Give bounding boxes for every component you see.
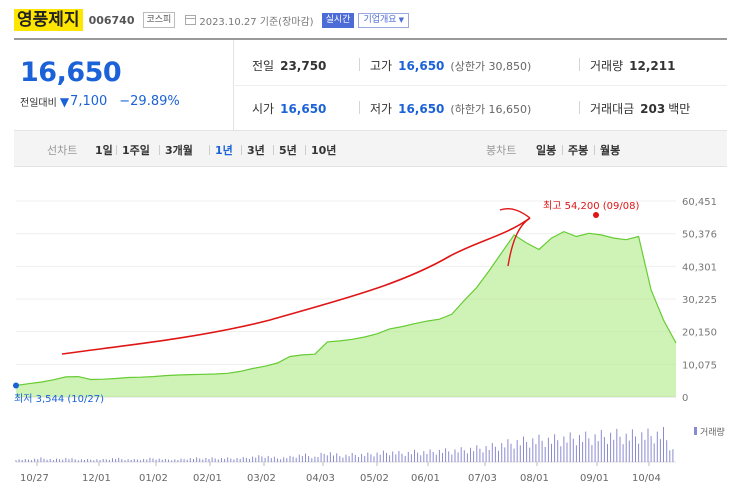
low-label: 저가: [370, 102, 393, 116]
candle-weekly[interactable]: 주봉: [568, 144, 589, 157]
high-value: 16,650: [398, 59, 445, 73]
stat-high: 고가 16,650 (상한가 30,850): [370, 57, 531, 74]
y-tick-label: 0: [682, 393, 688, 404]
x-tick-label: 06/01: [411, 473, 440, 484]
divider: [359, 101, 360, 114]
x-axis-labels: 10/27 12/01 01/02 02/01 03/02 04/03 05/02 06/01…: [20, 462, 661, 484]
y-tick-label: 40,301: [682, 262, 717, 273]
period-1y[interactable]: 1년: [215, 144, 233, 157]
price-cell: 16,650 전일대비 ▼ 7,100 −29.89%: [14, 40, 234, 130]
stat-prev-close: 전일 23,750: [252, 57, 326, 74]
divider: [241, 145, 242, 155]
y-tick-label: 30,225: [682, 295, 717, 306]
y-axis-labels: 60,451 50,376 40,301 30,225 20,150 10,075 0: [682, 197, 717, 404]
max-marker: [593, 212, 599, 218]
calendar-icon: [185, 15, 197, 25]
candle-daily[interactable]: 일봉: [536, 144, 557, 157]
candle-monthly[interactable]: 월봉: [600, 144, 621, 157]
x-tick-label: 01/02: [139, 473, 168, 484]
candle-chart-label: 봉차트: [486, 144, 517, 157]
quote-panel: 16,650 전일대비 ▼ 7,100 −29.89% 전일 23,750 고가…: [14, 38, 727, 167]
chevron-down-icon: ▼: [398, 15, 404, 24]
x-tick-label: 03/02: [247, 473, 276, 484]
company-overview-dropdown[interactable]: 기업개요 ▼: [358, 12, 409, 28]
amount-unit: 백만: [668, 102, 691, 116]
min-marker: [13, 382, 19, 389]
current-price: 16,650: [20, 57, 122, 88]
divider: [579, 101, 580, 114]
change-label: 전일대비: [20, 98, 57, 109]
lower-limit: (하한가 16,650): [450, 103, 532, 116]
change-percent: −29.89%: [119, 94, 180, 109]
x-tick-label: 08/01: [520, 473, 549, 484]
divider: [594, 145, 595, 155]
amount-value: 203: [640, 102, 666, 116]
annotation-trend-line: [61, 217, 531, 355]
x-tick-label: 02/01: [193, 473, 222, 484]
open-value: 16,650: [280, 102, 327, 116]
stat-open: 시가 16,650: [252, 100, 326, 117]
quote-date: 2023.10.27 기준(장마감): [199, 16, 314, 28]
annotation-arrow: [499, 208, 531, 267]
divider: [235, 85, 727, 86]
volume-label: 거래량: [590, 59, 624, 73]
stat-amount: 거래대금 203 백만: [590, 100, 690, 117]
stock-header: 영풍제지 006740 코스피 2023.10.27 기준(장마감) 실시간 기…: [14, 8, 409, 32]
period-bar: 선차트 1일 1주일 3개월 1년 3년 5년 10년 봉차트 일봉 주봉 월봉: [14, 130, 727, 167]
price-change: 전일대비 ▼ 7,100 −29.89%: [20, 94, 180, 109]
x-tick-label: 10/27: [20, 473, 49, 484]
x-tick-label: 12/01: [82, 473, 111, 484]
y-tick-label: 20,150: [682, 328, 717, 339]
change-value: 7,100: [70, 94, 108, 109]
period-5y[interactable]: 5년: [279, 144, 297, 157]
max-label: 최고 54,200 (09/08): [543, 200, 639, 212]
prev-close-value: 23,750: [280, 59, 327, 73]
divider: [273, 145, 274, 155]
divider: [209, 145, 210, 155]
price-chart[interactable]: 60,451 50,376 40,301 30,225 20,150 10,075 0 최고…: [0, 170, 743, 489]
line-chart-label: 선차트: [47, 144, 78, 157]
period-1d[interactable]: 1일: [95, 144, 113, 157]
volume-bars: 거래량: [15, 426, 725, 463]
x-tick-label: 04/03: [306, 473, 335, 484]
divider: [562, 145, 563, 155]
period-3m[interactable]: 3개월: [165, 144, 193, 157]
price-line: [15, 230, 677, 387]
volume-legend-swatch: [694, 427, 697, 435]
min-label: 최저 3,544 (10/27): [14, 393, 104, 405]
market-badge: 코스피: [142, 12, 176, 28]
chart-markers: 최고 54,200 (09/08) 최저 3,544 (10/27): [13, 200, 639, 405]
stock-name: 영풍제지: [14, 9, 83, 31]
x-tick-label: 09/01: [580, 473, 609, 484]
y-tick-label: 60,451: [682, 197, 717, 208]
divider: [305, 145, 306, 155]
amount-label: 거래대금: [590, 102, 635, 116]
prev-close-label: 전일: [252, 59, 275, 73]
x-tick-label: 05/02: [360, 473, 389, 484]
period-10y[interactable]: 10년: [311, 144, 337, 157]
y-tick-label: 50,376: [682, 230, 717, 241]
stat-volume: 거래량 12,211: [590, 57, 675, 74]
y-tick-label: 10,075: [682, 360, 717, 371]
company-overview-label: 기업개요: [363, 14, 397, 25]
x-tick-label: 07/03: [468, 473, 497, 484]
divider: [116, 145, 117, 155]
high-label: 고가: [370, 59, 393, 73]
stock-code: 006740: [88, 13, 135, 27]
down-arrow-icon: ▼: [59, 94, 70, 109]
low-value: 16,650: [398, 102, 445, 116]
upper-limit: (상한가 30,850): [450, 60, 532, 73]
divider: [359, 58, 360, 71]
divider: [159, 145, 160, 155]
open-label: 시가: [252, 102, 275, 116]
volume-legend-label: 거래량: [700, 426, 725, 438]
period-1w[interactable]: 1주일: [122, 144, 150, 157]
x-tick-label: 10/04: [632, 473, 661, 484]
divider: [579, 58, 580, 71]
period-3y[interactable]: 3년: [247, 144, 265, 157]
stat-low: 저가 16,650 (하한가 16,650): [370, 100, 531, 117]
price-area: [16, 231, 676, 397]
volume-value: 12,211: [629, 59, 676, 73]
realtime-button[interactable]: 실시간: [321, 12, 355, 28]
